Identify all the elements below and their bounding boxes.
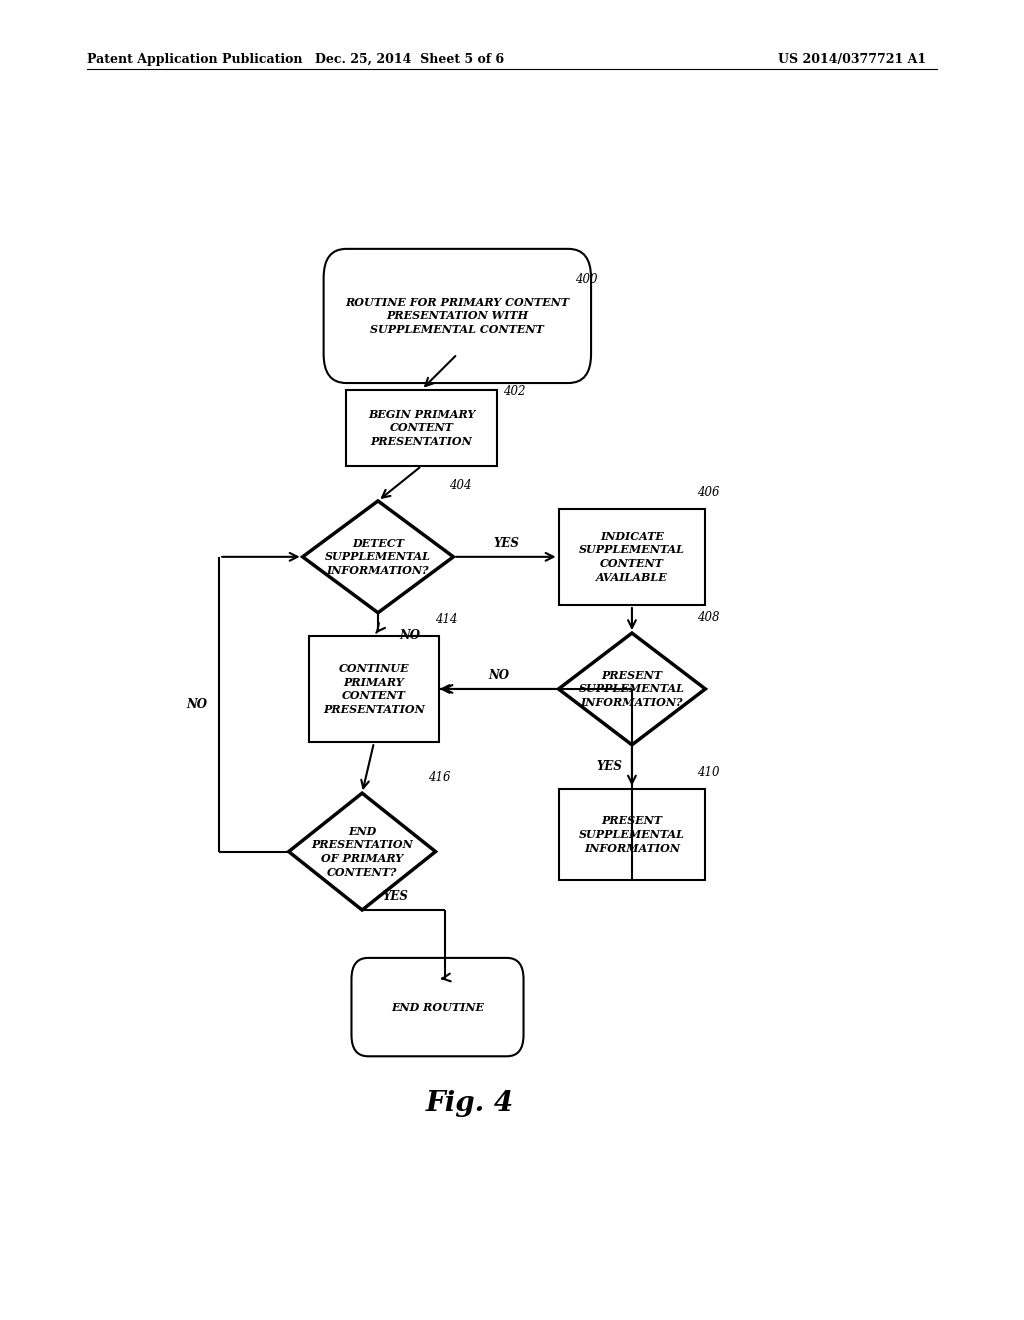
Text: 404: 404 <box>450 479 472 491</box>
Text: 402: 402 <box>504 384 526 397</box>
Text: 416: 416 <box>428 771 451 784</box>
Polygon shape <box>303 500 454 612</box>
Text: 408: 408 <box>697 611 720 623</box>
Text: PRESENT
SUPPLEMENTAL
INFORMATION: PRESENT SUPPLEMENTAL INFORMATION <box>579 816 685 854</box>
Text: 400: 400 <box>574 273 597 285</box>
Text: Patent Application Publication: Patent Application Publication <box>87 53 302 66</box>
Bar <box>558 508 706 605</box>
Bar <box>308 636 439 742</box>
Text: END
PRESENTATION
OF PRIMARY
CONTENT?: END PRESENTATION OF PRIMARY CONTENT? <box>311 825 413 878</box>
Text: Dec. 25, 2014  Sheet 5 of 6: Dec. 25, 2014 Sheet 5 of 6 <box>315 53 504 66</box>
Text: NO: NO <box>488 669 510 682</box>
Text: NO: NO <box>399 628 420 642</box>
Text: END ROUTINE: END ROUTINE <box>391 1002 484 1012</box>
FancyBboxPatch shape <box>324 249 591 383</box>
Text: CONTINUE
PRIMARY
CONTENT
PRESENTATION: CONTINUE PRIMARY CONTENT PRESENTATION <box>324 663 425 715</box>
Text: ROUTINE FOR PRIMARY CONTENT
PRESENTATION WITH
SUPPLEMENTAL CONTENT: ROUTINE FOR PRIMARY CONTENT PRESENTATION… <box>345 297 569 335</box>
Text: PRESENT
SUPPLEMENTAL
INFORMATION?: PRESENT SUPPLEMENTAL INFORMATION? <box>579 669 685 708</box>
Text: YES: YES <box>383 890 409 903</box>
Text: 414: 414 <box>435 614 458 626</box>
Text: INDICATE
SUPPLEMENTAL
CONTENT
AVAILABLE: INDICATE SUPPLEMENTAL CONTENT AVAILABLE <box>579 531 685 583</box>
Text: DETECT
SUPPLEMENTAL
INFORMATION?: DETECT SUPPLEMENTAL INFORMATION? <box>325 537 431 576</box>
Text: Fig. 4: Fig. 4 <box>425 1090 513 1117</box>
Text: 406: 406 <box>697 486 720 499</box>
Text: YES: YES <box>493 537 519 550</box>
Text: BEGIN PRIMARY
CONTENT
PRESENTATION: BEGIN PRIMARY CONTENT PRESENTATION <box>368 409 475 447</box>
Polygon shape <box>289 793 435 909</box>
Bar <box>558 788 706 880</box>
Polygon shape <box>558 634 706 744</box>
Text: NO: NO <box>186 698 208 710</box>
Text: US 2014/0377721 A1: US 2014/0377721 A1 <box>778 53 927 66</box>
Text: YES: YES <box>597 760 623 774</box>
FancyBboxPatch shape <box>351 958 523 1056</box>
Text: 410: 410 <box>697 766 720 779</box>
Bar <box>346 389 497 466</box>
